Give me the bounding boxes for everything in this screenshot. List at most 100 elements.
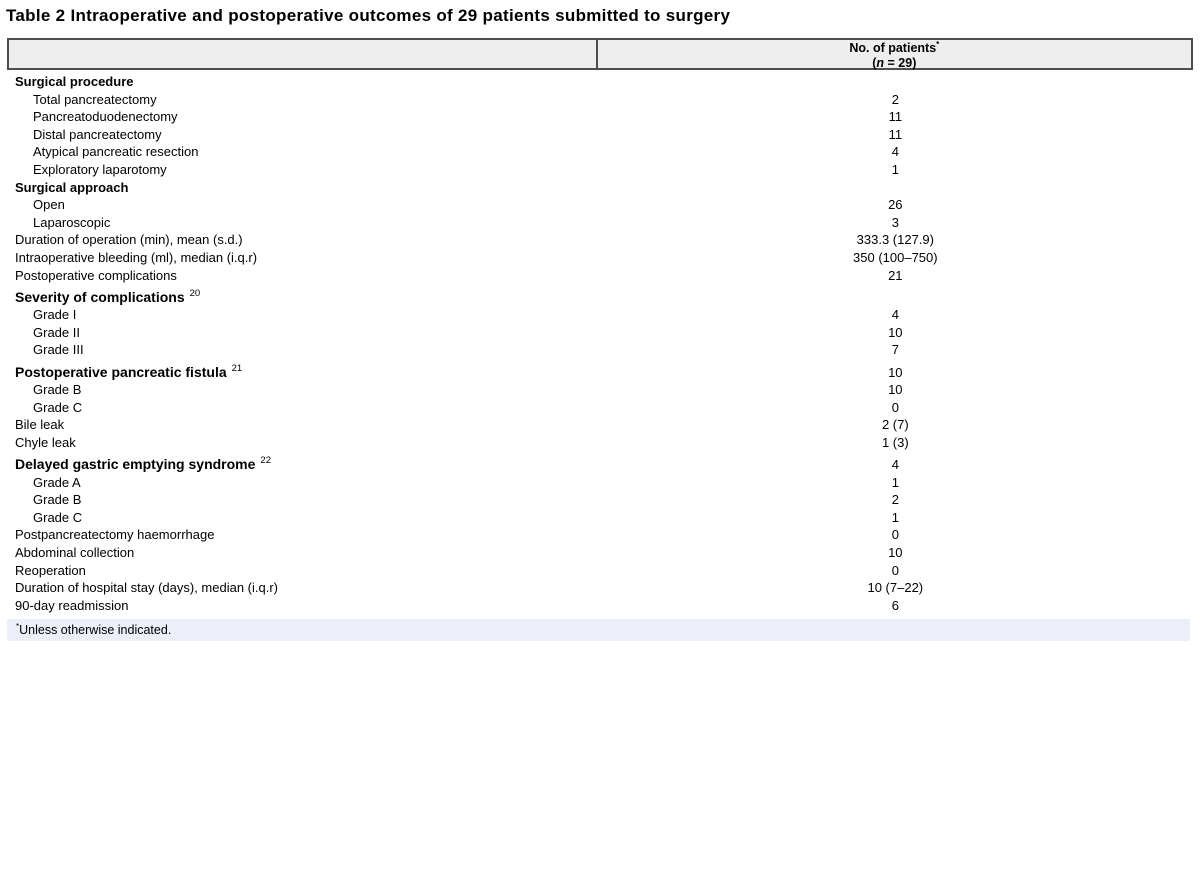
row-label-text: Total pancreatectomy [33, 91, 157, 107]
row-label: Severity of complications 20 [7, 289, 598, 307]
row-label-text: Surgical procedure [15, 74, 134, 89]
row-label: Reoperation [7, 562, 598, 580]
row-label-text: Distal pancreatectomy [33, 126, 162, 142]
table-row: Delayed gastric emptying syndrome 22 4 [7, 451, 1193, 473]
row-label: Surgical approach [7, 179, 598, 197]
header-patients-label: No. of patients [849, 41, 937, 55]
row-value: 10 [888, 324, 903, 340]
row-value: 10 [888, 364, 903, 380]
row-label: 90-day readmission [7, 597, 598, 615]
row-label: Grade B [7, 381, 598, 399]
table-row: Grade II 10 [7, 324, 1193, 342]
table-row: Atypical pancreatic resection 4 [7, 143, 1193, 161]
row-label-text: Intraoperative bleeding (ml), median (i.… [15, 249, 258, 265]
row-label: Grade C [7, 399, 598, 417]
row-label: Pancreatoduodenectomy [7, 108, 598, 126]
row-value: 2 [891, 492, 899, 508]
row-value: 1 [891, 474, 899, 490]
row-label-text: Surgical approach [15, 179, 129, 195]
row-value: 350 (100–750) [853, 249, 938, 265]
row-label-text: Postoperative pancreatic fistula [15, 363, 227, 380]
row-label: Grade A [7, 474, 598, 492]
row-label: Grade C [7, 509, 598, 527]
row-label-text: Postoperative complications [15, 267, 177, 283]
row-label-text: Severity of complications [15, 288, 185, 305]
row-value: 10 [888, 544, 903, 560]
row-value [598, 289, 1193, 307]
row-label: Exploratory laparotomy [7, 161, 598, 179]
row-value [598, 73, 1193, 91]
row-label-text: Chyle leak [15, 434, 76, 450]
n-symbol: n [876, 56, 885, 70]
row-value: 3 [891, 214, 899, 230]
row-label: Grade B [7, 491, 598, 509]
table-row: Laparoscopic 3 [7, 214, 1193, 232]
footnote-text: Unless otherwise indicated. [19, 623, 172, 638]
row-label-text: Grade II [33, 324, 80, 340]
row-label: Laparoscopic [7, 214, 598, 232]
row-label: Bile leak [7, 416, 598, 434]
row-label: Postoperative pancreatic fistula 21 [7, 364, 598, 382]
row-value: 333.3 (127.9) [856, 232, 934, 248]
row-label-text: Grade A [33, 474, 81, 490]
header-patients-line2: (n = 29) [598, 56, 1191, 71]
table-row: Surgical approach [7, 179, 1193, 197]
row-value: 4 [891, 307, 899, 323]
row-label-text: Grade C [33, 509, 83, 525]
row-label-text: Pancreatoduodenectomy [33, 109, 178, 125]
header-cell-patients: No. of patients* (n = 29) [598, 39, 1191, 71]
row-label: Delayed gastric emptying syndrome 22 [7, 456, 598, 474]
table-title: Table 2 Intraoperative and postoperative… [6, 6, 731, 25]
table-row: Grade B 10 [7, 381, 1193, 399]
row-label: Surgical procedure [7, 73, 598, 91]
table-row: Chyle leak 1 (3) [7, 434, 1193, 452]
row-value: 6 [891, 597, 899, 613]
table-row: Bile leak 2 (7) [7, 416, 1193, 434]
row-value: 1 (3) [881, 434, 909, 450]
footnote-asterisk: * [16, 622, 20, 632]
outcomes-table: No. of patients* (n = 29) Surgical proce… [7, 38, 1193, 642]
table-row: Intraoperative bleeding (ml), median (i.… [7, 249, 1193, 267]
row-value: 11 [888, 109, 903, 125]
row-label: Distal pancreatectomy [7, 126, 598, 144]
table-body: Surgical procedure Total pancreatectomy 2 P… [7, 70, 1193, 614]
row-label-text: Abdominal collection [15, 544, 135, 560]
reference-superscript: 22 [260, 455, 271, 467]
n-value: = 29) [884, 56, 917, 70]
table-row: Grade C 1 [7, 509, 1193, 527]
row-value: 2 (7) [881, 417, 909, 433]
row-label: Open [7, 196, 598, 214]
row-label: Total pancreatectomy [7, 91, 598, 109]
row-label: Postpancreatectomy haemorrhage [7, 526, 598, 544]
table-row: Abdominal collection 10 [7, 544, 1193, 562]
row-label-text: Grade III [33, 342, 84, 358]
row-value: 10 (7–22) [867, 580, 924, 596]
row-label-text: 90-day readmission [15, 597, 129, 613]
table-row: Postpancreatectomy haemorrhage 0 [7, 526, 1193, 544]
row-label-text: Open [33, 197, 65, 213]
table-row: Grade I 4 [7, 306, 1193, 324]
row-value: 10 [888, 382, 903, 398]
table-row: Open 26 [7, 196, 1193, 214]
reference-superscript: 21 [231, 362, 243, 374]
footnote-asterisk-superscript: * [936, 39, 940, 49]
table-row: Grade III 7 [7, 341, 1193, 359]
table-row: Duration of operation (min), mean (s.d.)… [7, 231, 1193, 249]
row-label: Grade III [7, 341, 598, 359]
row-label: Abdominal collection [7, 544, 598, 562]
row-value: 1 [891, 509, 899, 525]
row-label: Intraoperative bleeding (ml), median (i.… [7, 249, 598, 267]
row-label-text: Grade C [33, 399, 83, 415]
table-row: Grade C 0 [7, 399, 1193, 417]
row-label: Duration of hospital stay (days), median… [7, 579, 598, 597]
row-label-text: Grade I [33, 307, 77, 323]
table-row: Grade A 1 [7, 474, 1193, 492]
row-label: Duration of operation (min), mean (s.d.) [7, 231, 598, 249]
row-label-text: Atypical pancreatic resection [33, 144, 199, 160]
table-row: Grade B 2 [7, 491, 1193, 509]
row-value: 0 [891, 562, 899, 578]
row-value: 0 [891, 399, 899, 415]
row-label: Atypical pancreatic resection [7, 143, 598, 161]
table-row: Pancreatoduodenectomy 11 [7, 108, 1193, 126]
